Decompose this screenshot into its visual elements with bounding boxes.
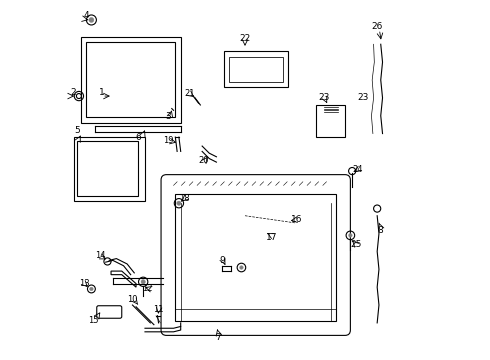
Bar [229, 57, 283, 82]
Bar [86, 42, 175, 117]
Bar [175, 194, 336, 321]
Text: 11: 11 [153, 305, 164, 314]
FancyBboxPatch shape [97, 306, 122, 318]
Text: 4: 4 [83, 11, 89, 20]
Circle shape [141, 280, 146, 284]
Circle shape [90, 287, 93, 291]
Text: 13: 13 [79, 279, 90, 288]
Text: 12: 12 [142, 284, 153, 293]
Text: 9: 9 [219, 256, 224, 265]
Circle shape [240, 266, 243, 269]
Circle shape [348, 234, 352, 237]
Text: 16: 16 [291, 215, 302, 224]
Bar [81, 37, 181, 123]
Text: 7: 7 [215, 333, 221, 342]
Text: 17: 17 [266, 233, 277, 242]
Text: 6: 6 [135, 132, 141, 141]
Text: 18: 18 [179, 194, 190, 203]
Text: 1: 1 [99, 88, 105, 97]
Text: 5: 5 [74, 126, 80, 135]
Text: 14: 14 [95, 251, 105, 260]
Text: 20: 20 [198, 156, 209, 165]
Text: 2: 2 [70, 88, 75, 97]
Text: 22: 22 [240, 35, 250, 44]
Circle shape [89, 18, 94, 22]
Circle shape [177, 201, 181, 205]
Text: 3: 3 [165, 112, 171, 121]
FancyBboxPatch shape [161, 175, 350, 336]
Bar [77, 141, 138, 196]
Text: 23: 23 [357, 93, 368, 102]
Text: 25: 25 [351, 240, 362, 249]
Text: 19: 19 [163, 136, 173, 145]
Text: 21: 21 [184, 89, 195, 98]
Bar [317, 105, 345, 137]
Text: 8: 8 [378, 225, 384, 234]
Text: 23: 23 [318, 93, 329, 102]
Bar [74, 137, 145, 202]
Text: 15: 15 [88, 315, 98, 324]
Text: 10: 10 [127, 295, 138, 304]
Text: 26: 26 [371, 22, 383, 31]
Text: 24: 24 [352, 166, 363, 175]
